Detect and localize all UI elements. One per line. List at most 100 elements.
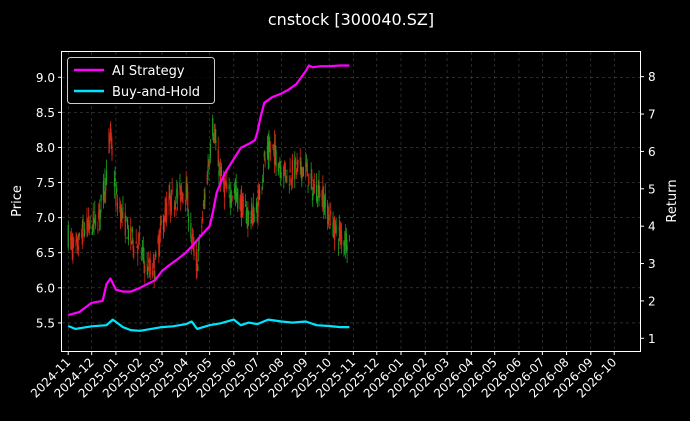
- candle-body: [204, 194, 206, 202]
- candle-body: [174, 202, 176, 207]
- candle-body: [88, 224, 90, 231]
- candle-body: [272, 144, 274, 147]
- candle-body: [98, 204, 101, 220]
- candle-body: [87, 224, 89, 228]
- candle-body: [72, 242, 74, 258]
- candle-body: [258, 190, 260, 196]
- candle-body: [302, 167, 304, 177]
- left-tick-label: 6.5: [36, 246, 55, 260]
- candle-body: [289, 169, 291, 173]
- candle-body: [142, 247, 144, 252]
- candle-body: [219, 168, 222, 184]
- candle-body: [290, 179, 292, 182]
- candle-body: [301, 167, 303, 181]
- candle-body: [246, 217, 248, 221]
- candle-body: [143, 259, 145, 261]
- candle-body: [137, 246, 139, 255]
- candle-body: [337, 243, 340, 245]
- candle-body: [207, 165, 209, 173]
- candle-body: [81, 223, 83, 245]
- candle-body: [148, 259, 150, 263]
- candle-body: [348, 235, 351, 237]
- candle-body: [247, 213, 249, 225]
- candle-body: [70, 236, 72, 242]
- candle-body: [284, 167, 286, 178]
- plot-frame: [61, 51, 641, 352]
- candle-body: [149, 259, 151, 275]
- candle-body: [105, 179, 107, 192]
- candle-body: [116, 202, 119, 210]
- candle-body: [294, 159, 296, 180]
- legend-box: [67, 57, 215, 104]
- candle-body: [201, 225, 203, 228]
- candle-body: [226, 183, 228, 189]
- candle-body: [177, 191, 179, 199]
- candle-body: [179, 182, 181, 188]
- right-tick-label: 1: [648, 332, 656, 346]
- candle-body: [137, 237, 140, 239]
- candle-body: [169, 196, 172, 211]
- candle-body: [235, 186, 237, 196]
- candle-body: [225, 187, 227, 189]
- candle-body: [316, 196, 319, 202]
- candle-body: [82, 221, 84, 228]
- candle-body: [184, 199, 187, 202]
- candle-body: [318, 181, 320, 201]
- candle-body: [168, 195, 170, 206]
- left-tick-label: 5.5: [36, 316, 55, 330]
- candle-body: [242, 195, 244, 209]
- candle-body: [231, 196, 233, 197]
- right-tick-label: 5: [648, 182, 656, 196]
- candle-body: [147, 276, 149, 278]
- candle-body: [115, 193, 117, 206]
- candle-body: [283, 166, 285, 177]
- candle-body: [152, 257, 154, 260]
- left-tick-label: 9.0: [36, 71, 55, 85]
- candle-body: [327, 214, 329, 225]
- legend: AI Strategy Buy-and-Hold: [67, 57, 215, 104]
- price-candles: [67, 114, 351, 289]
- candle-body: [212, 138, 215, 141]
- candle-body: [280, 168, 282, 178]
- candle-body: [261, 187, 263, 188]
- candle-body: [197, 266, 199, 271]
- candle-body: [91, 226, 94, 235]
- candle-body: [305, 161, 307, 167]
- candle-body: [76, 238, 78, 240]
- candle-body: [259, 189, 261, 200]
- candle-body: [284, 162, 286, 171]
- candle-body: [345, 232, 347, 251]
- candle-body: [251, 203, 253, 216]
- candle-body: [105, 170, 108, 185]
- buy-and-hold-line: [67, 318, 350, 332]
- candle-body: [278, 166, 280, 168]
- candle-body: [80, 234, 83, 236]
- candle-body: [119, 206, 121, 209]
- candle-body: [190, 222, 192, 238]
- candle-body: [223, 181, 226, 198]
- left-axis-label: Price: [10, 185, 25, 217]
- candle-body: [99, 209, 101, 219]
- candle-body: [297, 159, 299, 168]
- candle-body: [185, 180, 187, 201]
- candle-body: [83, 233, 85, 237]
- candle-body: [236, 192, 238, 199]
- candle-body: [240, 197, 242, 209]
- left-tick-label: 8.0: [36, 141, 55, 155]
- candle-body: [77, 246, 80, 250]
- return-lines: [67, 64, 350, 332]
- candle-body: [69, 235, 72, 241]
- candle-body: [144, 265, 146, 273]
- candle-body: [329, 227, 331, 229]
- candle-body: [78, 232, 80, 237]
- candle-body: [241, 195, 244, 217]
- candle-body: [94, 214, 97, 227]
- candle-body: [269, 150, 272, 152]
- candle-body: [173, 206, 176, 211]
- candle-body: [92, 210, 94, 230]
- candle-body: [109, 135, 111, 144]
- candle-body: [152, 270, 154, 276]
- candle-body: [266, 146, 269, 155]
- candle-body: [301, 168, 304, 172]
- candle-body: [239, 197, 241, 209]
